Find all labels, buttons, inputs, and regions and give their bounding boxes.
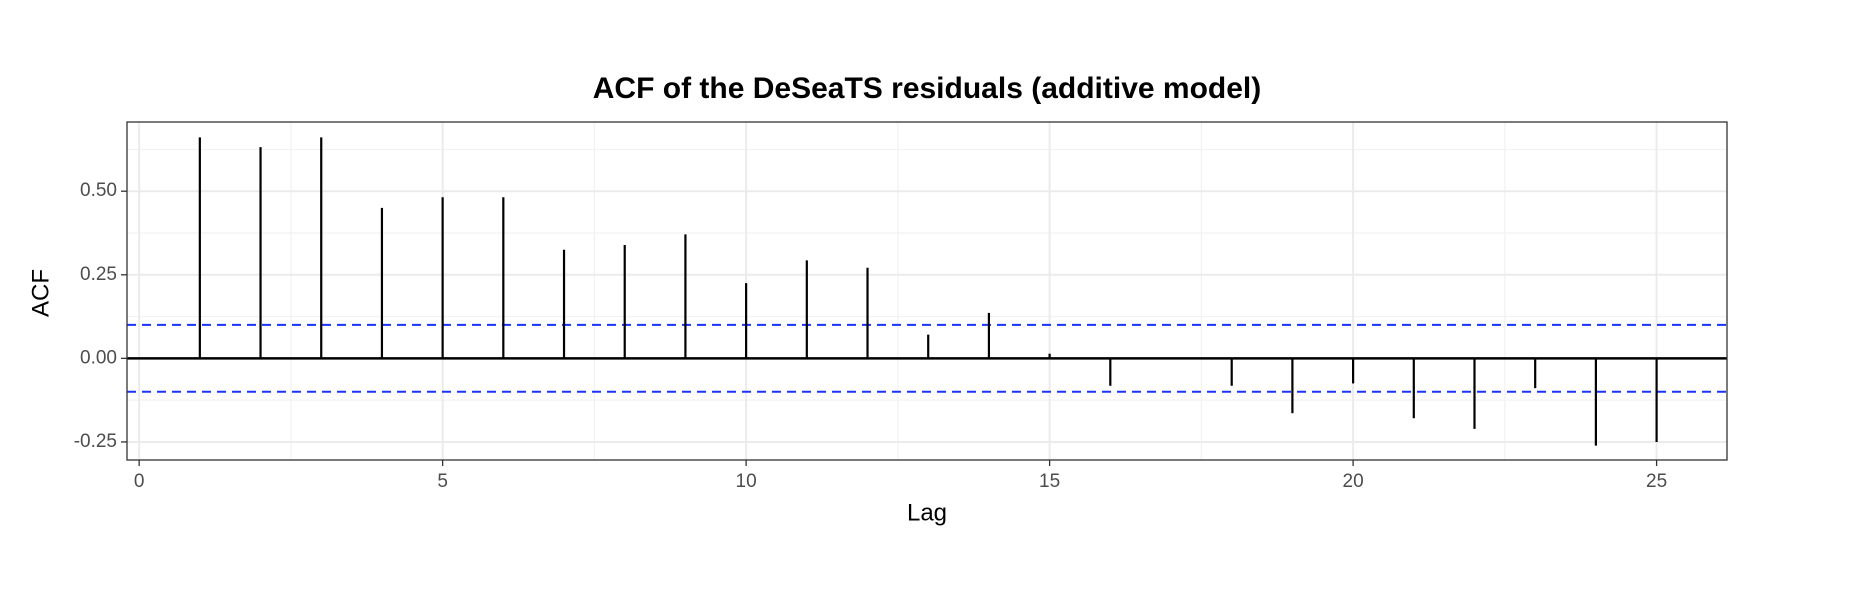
x-tick-label: 10 — [736, 471, 757, 492]
y-axis-title: ACF — [27, 269, 54, 317]
y-tick-label: 0.25 — [80, 264, 117, 285]
chart-title: ACF of the DeSeaTS residuals (additive m… — [593, 72, 1261, 105]
y-tick-label: 0.00 — [80, 347, 117, 368]
y-tick-label: -0.25 — [74, 431, 117, 452]
x-axis-title: Lag — [907, 499, 947, 526]
panel-border — [126, 121, 1728, 461]
x-tick-label: 25 — [1646, 471, 1667, 492]
x-tick-label: 0 — [134, 471, 145, 492]
x-tick-label: 20 — [1343, 471, 1364, 492]
x-tick-label: 5 — [437, 471, 448, 492]
x-tick-label: 15 — [1039, 471, 1060, 492]
y-tick-label: 0.50 — [80, 180, 117, 201]
